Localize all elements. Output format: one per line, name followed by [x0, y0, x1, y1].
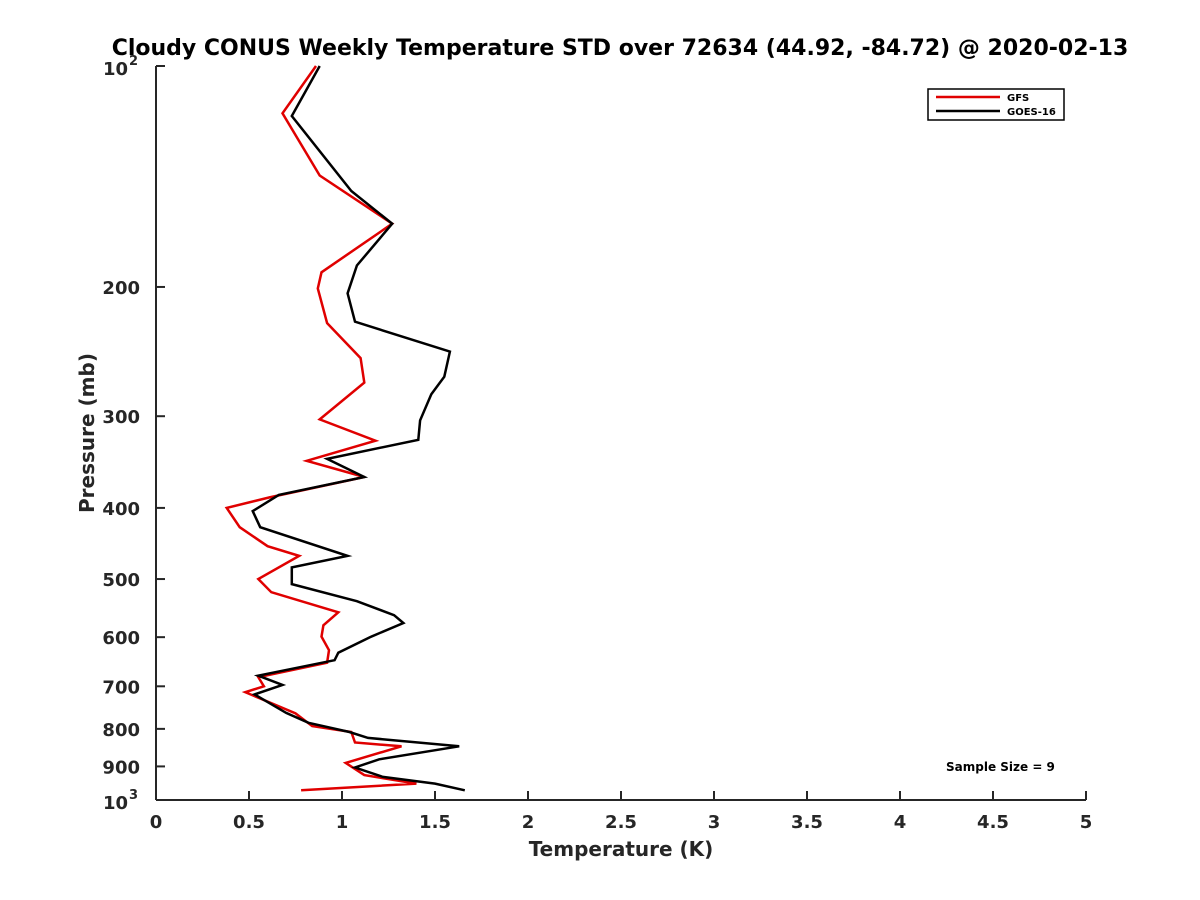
- y-tick-label: 600: [102, 628, 140, 649]
- x-tick-label: 0.5: [233, 812, 265, 833]
- x-axis-label: Temperature (K): [529, 837, 714, 861]
- y-tick-label: 200: [102, 278, 140, 299]
- legend-label-goes16: GOES-16: [1007, 107, 1056, 118]
- series-line-gfs: [224, 65, 417, 792]
- y-tick-label: 700: [102, 677, 140, 698]
- x-tick-label: 4.5: [977, 812, 1009, 833]
- x-tick-label: 5: [1080, 812, 1093, 833]
- legend-label-gfs: GFS: [1007, 93, 1029, 104]
- chart-title: Cloudy CONUS Weekly Temperature STD over…: [112, 36, 1129, 61]
- y-tick-label: 10: [103, 793, 128, 814]
- series-layer: [224, 65, 466, 792]
- x-tick-label: 0: [150, 812, 163, 833]
- series-line-goes16: [251, 65, 466, 792]
- y-tick-exponent: 2: [129, 54, 138, 69]
- x-tick-label: 3.5: [791, 812, 823, 833]
- y-tick-label: 400: [102, 499, 140, 520]
- x-tick-label: 3: [708, 812, 721, 833]
- y-tick-label: 10: [103, 59, 128, 80]
- x-tick-label: 1: [336, 812, 349, 833]
- legend-box: [927, 88, 1065, 121]
- x-tick-label: 1.5: [419, 812, 451, 833]
- x-tick-label: 2.5: [605, 812, 637, 833]
- y-tick-label: 800: [102, 720, 140, 741]
- y-axis-label: Pressure (mb): [75, 353, 99, 513]
- x-tick-label: 2: [522, 812, 535, 833]
- x-axis-ticks: 0 0.5 1 1.5 2 2.5 3 3.5 4 4.5 5: [150, 791, 1093, 833]
- legend: GFS GOES-16: [927, 88, 1065, 121]
- y-tick-label: 300: [102, 407, 140, 428]
- x-tick-label: 4: [894, 812, 907, 833]
- y-tick-exponent: 3: [129, 788, 138, 803]
- y-tick-label: 500: [102, 570, 140, 591]
- plot-area: 0 0.5 1 1.5 2 2.5 3 3.5 4 4.5 5 10 2200300400500600…: [102, 54, 1092, 833]
- y-tick-label: 900: [102, 757, 140, 778]
- sample-size-annotation: Sample Size = 9: [946, 760, 1055, 774]
